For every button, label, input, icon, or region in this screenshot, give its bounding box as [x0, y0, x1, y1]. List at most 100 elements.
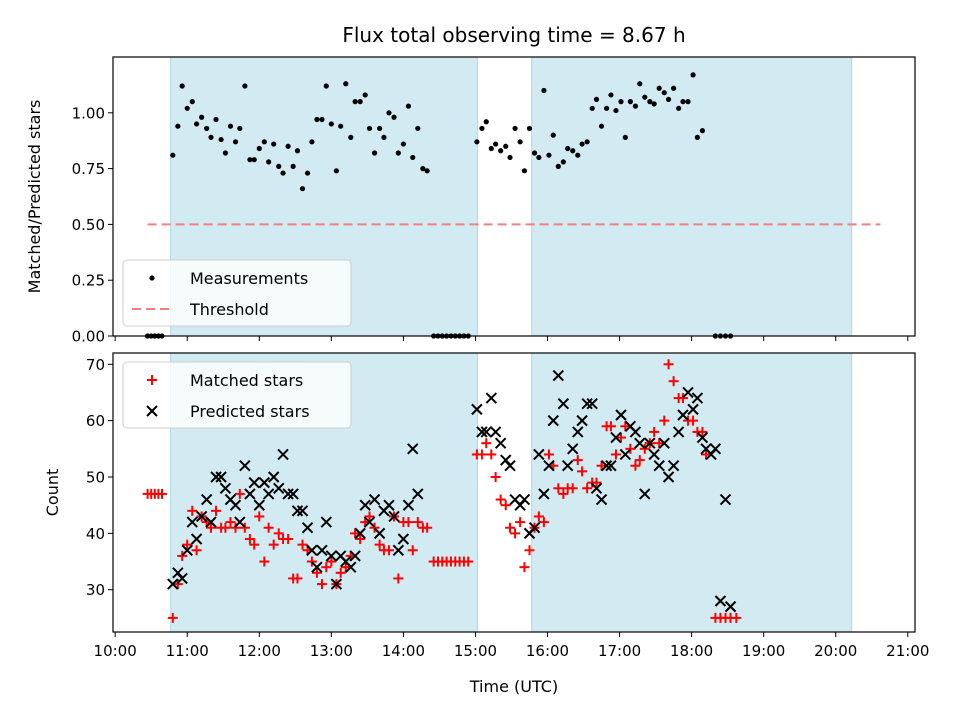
measurement-point: [603, 105, 610, 111]
data-points: [144, 72, 734, 339]
matched-point: [659, 415, 670, 426]
matched-point: [582, 483, 593, 494]
chart-title: Flux total observing time = 8.67 h: [342, 23, 685, 47]
measurement-point: [521, 168, 528, 174]
y-tick-label: 70: [86, 356, 105, 374]
bottom-panel: 30 40 50 60 70 10:00 11:00 12:00 13:00 14:00 15:00…: [43, 352, 929, 660]
measurement-point: [493, 141, 499, 147]
predicted-point: [567, 443, 579, 455]
predicted-point: [195, 510, 208, 523]
predicted-point: [658, 437, 670, 449]
predicted-point: [691, 392, 704, 404]
matched-point: [335, 567, 346, 578]
matched-point: [422, 522, 433, 533]
predicted-point: [653, 460, 665, 472]
predicted-point: [619, 448, 632, 461]
matched-point: [490, 472, 501, 482]
measurement-point: [328, 121, 334, 127]
measurement-point: [371, 150, 378, 156]
legend-label: Threshold: [189, 300, 269, 319]
measurement-point: [208, 134, 214, 140]
measurement-point: [395, 150, 401, 156]
measurement-point: [618, 99, 624, 105]
predicted-point: [186, 516, 198, 528]
measurement-point: [507, 154, 513, 161]
predicted-point: [615, 409, 627, 421]
predicted-point: [610, 431, 622, 444]
measurement-point: [348, 134, 354, 140]
legend-entry: Predicted stars: [146, 402, 310, 421]
measurement-point: [256, 145, 262, 152]
measurement-point: [170, 152, 176, 158]
predicted-point: [494, 437, 507, 449]
measurement-point: [391, 114, 397, 120]
predicted-point: [363, 516, 376, 528]
measurement-point: [271, 141, 277, 147]
matched-point: [374, 539, 385, 550]
measurement-point: [671, 85, 677, 91]
matched-point: [225, 517, 236, 528]
measurement-point: [175, 123, 181, 129]
x-tick-label: 11:00: [166, 642, 209, 660]
predicted-point: [277, 448, 289, 461]
predicted-point: [354, 527, 366, 540]
legend-box: [122, 361, 352, 429]
predicted-point: [306, 544, 318, 556]
measurement-point: [690, 72, 696, 78]
predicted-point: [373, 527, 386, 540]
predicted-point: [397, 533, 410, 545]
measurement-point: [613, 107, 619, 114]
measurement-point: [589, 105, 595, 111]
predicted-point: [714, 595, 727, 607]
measurement-point: [656, 85, 662, 91]
measurement-point: [570, 148, 576, 154]
y-axis-label: Matched/Predicted stars: [25, 100, 44, 294]
top-panel: 0.00 0.25 0.50 0.75 1.00 Matched/Predicted st…: [25, 56, 916, 346]
legend: Matched stars Predicted stars: [122, 361, 352, 429]
matched-point: [364, 511, 375, 522]
predicted-point: [407, 443, 419, 455]
measurement-point: [685, 99, 691, 105]
y-tick-label: 40: [86, 525, 105, 543]
x-tick-label: 16:00: [526, 642, 569, 660]
x-tick-label: 14:00: [382, 642, 425, 660]
predicted-point: [605, 460, 617, 472]
measurement-point: [598, 123, 605, 129]
matched-point: [412, 517, 423, 528]
measurement-point: [622, 134, 628, 140]
plot-frame: [112, 56, 916, 337]
measurement-point: [415, 125, 421, 132]
measurement-point: [400, 141, 406, 147]
y-tick-label: 0.75: [72, 160, 105, 178]
measurement-point: [285, 143, 291, 149]
predicted-point: [200, 493, 213, 506]
matched-point: [605, 421, 616, 432]
matched-point: [211, 505, 222, 516]
measurement-point: [366, 125, 373, 132]
predicted-point: [719, 493, 732, 506]
matched-point: [481, 438, 492, 449]
measurement-point: [333, 168, 339, 174]
y-axis-label: Count: [43, 469, 62, 517]
predicted-point: [634, 437, 646, 449]
predicted-point: [239, 460, 251, 472]
measurement-point: [541, 87, 547, 94]
measurement-point: [420, 166, 426, 172]
y-tick-label: 30: [86, 581, 105, 599]
predicted-point: [219, 482, 232, 494]
x-tick-label: 12:00: [238, 642, 281, 660]
predicted-point: [485, 392, 498, 404]
predicted-point: [600, 460, 613, 472]
predicted-point: [262, 488, 275, 500]
measurement-point: [627, 99, 633, 105]
matched-point: [177, 550, 188, 561]
measurement-point: [309, 139, 315, 145]
matched-point: [495, 494, 506, 505]
measurement-point: [680, 99, 686, 105]
matched-point: [630, 460, 641, 471]
matched-point: [486, 449, 497, 460]
measurement-point: [661, 90, 667, 96]
predicted-point: [648, 448, 660, 461]
predicted-point: [388, 510, 400, 523]
